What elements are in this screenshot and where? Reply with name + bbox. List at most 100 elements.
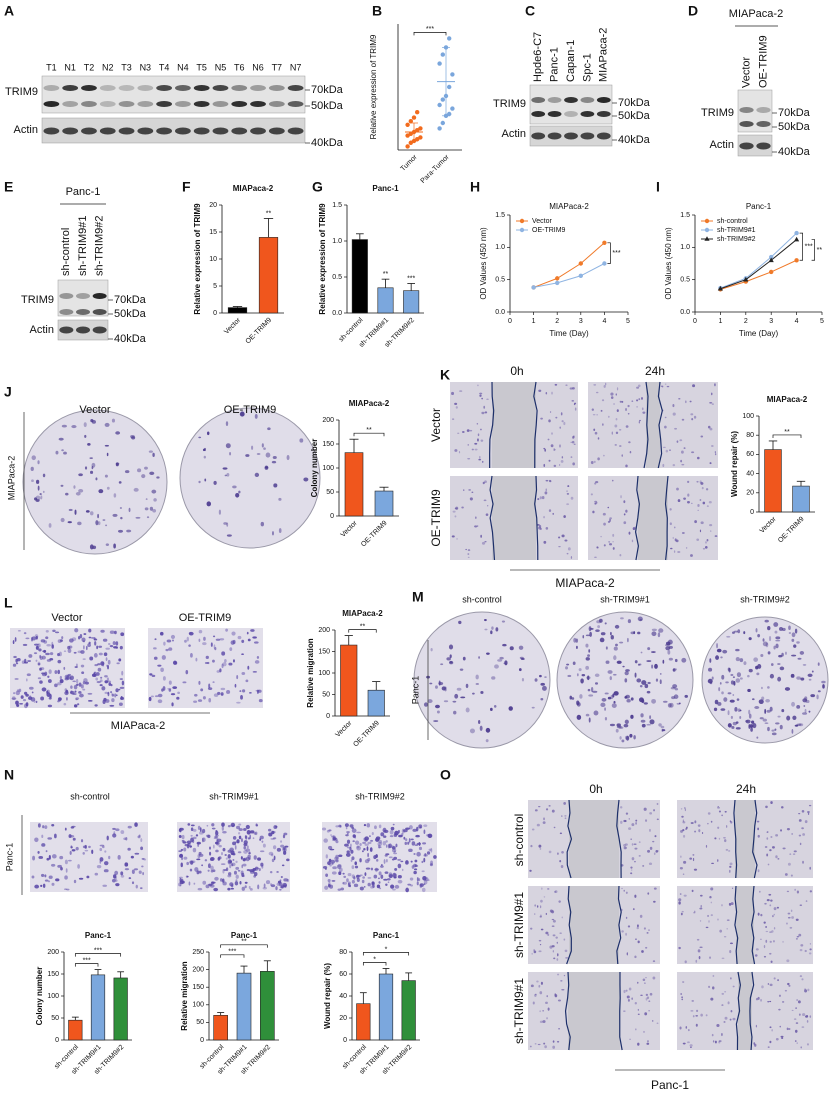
marker [743,276,749,282]
cell [63,650,67,653]
cell [757,869,760,873]
cell [767,686,770,689]
cell [621,400,624,403]
cell [628,818,630,820]
cell [653,852,656,855]
cell [747,674,750,678]
cell [117,854,121,860]
cell [153,656,158,660]
cell [563,515,566,519]
cell [754,1043,757,1047]
cell [697,949,701,953]
cell [203,455,206,459]
wound-edge [735,971,741,1051]
chart-title: MIAPaca-2 [342,609,383,618]
cell [731,887,734,889]
cell [649,812,653,815]
significance-bracket [772,434,802,438]
cell [691,502,693,505]
bar [401,980,416,1041]
cell [614,624,620,629]
panel-letter: F [182,179,191,195]
cell [91,849,94,854]
cell [777,979,779,982]
cell [611,703,617,708]
cell [32,855,36,861]
cell [699,529,702,533]
cell [282,882,288,887]
cell [551,925,555,927]
cell [15,690,21,696]
cell [346,832,349,835]
x-axis-label: Time (Day) [739,329,779,338]
cell [248,885,251,889]
cell [91,465,94,470]
column-label: sh-control [462,594,502,604]
cell [111,878,116,883]
cell [687,493,690,497]
cell [364,859,370,864]
cell [193,882,196,885]
cell [343,875,347,878]
bar [344,452,364,517]
scratch-gap [569,886,619,964]
cell [709,427,713,431]
cell [674,658,678,663]
cell [127,825,132,829]
cell [799,904,803,906]
cell [548,459,551,462]
cell [338,824,342,828]
cell [278,882,283,887]
cell [84,434,87,438]
cell [120,696,123,700]
cell [241,874,245,878]
significance-bracket [220,944,268,948]
cell [486,652,490,655]
cell [721,674,725,680]
cell [570,556,573,559]
cell [460,696,466,699]
cell [338,871,342,876]
cell [51,882,55,886]
cell [63,451,67,455]
cell [590,460,594,465]
cell [17,629,21,632]
cell [763,955,767,958]
cell [800,1046,802,1049]
blot-band [564,132,578,140]
cell [716,648,722,653]
cell [624,719,629,725]
cell [356,845,361,851]
cell [67,521,72,524]
y-tick-label: 1.0 [495,244,505,251]
cell [38,648,42,652]
cell [665,644,670,647]
cell [619,641,624,644]
blot-band [756,142,771,150]
cell [371,881,375,886]
cell [260,862,264,867]
cell [714,453,717,456]
column-label: Vector [79,404,111,416]
cell [779,627,783,631]
cell [634,672,637,678]
cell [623,989,626,994]
cell [45,630,49,633]
cell [12,663,17,667]
cell [335,825,339,828]
cell [250,629,255,632]
column-label: sh-TRIM9#1 [600,594,650,604]
scratch-gap [569,800,619,878]
cell [51,854,57,859]
cell [709,401,713,404]
cell [133,487,139,492]
cell [634,955,637,959]
cell [149,471,155,476]
cell [55,450,59,455]
row-label: sh-control [512,814,526,867]
y-tick-label: 0.5 [680,277,690,284]
cell [197,699,203,702]
lane-label: MIAPaca-2 [598,28,610,82]
cell [705,844,708,848]
cell [225,443,231,449]
